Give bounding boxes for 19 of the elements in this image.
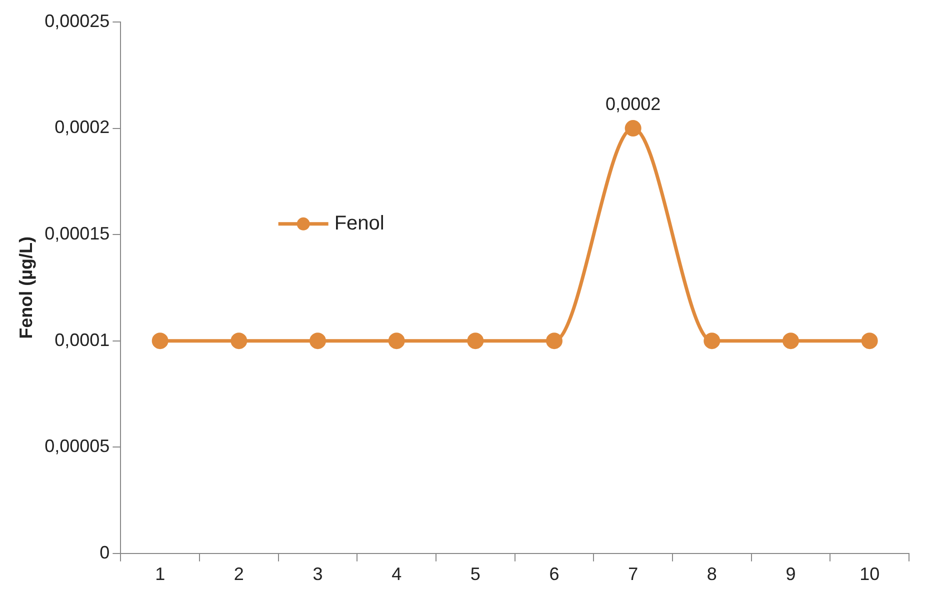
- x-tick-label: 1: [155, 564, 166, 584]
- y-axis-title: Fenol (µg/L): [16, 236, 36, 339]
- y-tick-label: 0,0002: [54, 117, 110, 138]
- y-tick-label: 0,00005: [44, 436, 110, 456]
- x-tick-label: 10: [860, 564, 880, 584]
- y-tick-label: 0,00015: [44, 224, 110, 244]
- x-tick-label: 5: [470, 564, 480, 584]
- y-tick-label: 0,00025: [44, 10, 110, 31]
- data-label: 0,0002: [606, 94, 661, 114]
- x-tick-label: 9: [786, 564, 796, 584]
- x-tick-label: 3: [312, 564, 323, 584]
- x-tick-label: 6: [549, 564, 560, 584]
- x-tick-label: 7: [628, 564, 638, 584]
- x-tick-label: 4: [392, 564, 402, 584]
- x-tick-label: 8: [706, 564, 717, 584]
- legend-label: Fenol: [334, 212, 384, 234]
- y-tick-label: 0: [100, 542, 110, 562]
- x-tick-label: 2: [234, 564, 244, 584]
- y-tick-label: 0,0001: [54, 330, 110, 350]
